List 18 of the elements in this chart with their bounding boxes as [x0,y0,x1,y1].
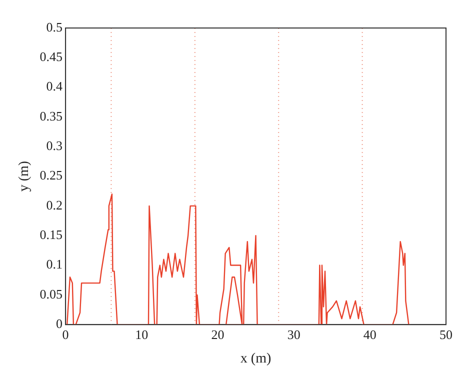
y-tick-label: 0.35 [40,108,63,124]
y-tick-label: 0.1 [46,256,63,272]
x-axis-title: x (m) [240,351,272,366]
x-tick-label: 40 [363,326,376,342]
y-tick-label: 0.3 [46,138,63,154]
y-tick-label: 0.25 [40,168,63,183]
y-tick-label: 0.4 [46,78,64,94]
y-tick-label: 0 [56,316,63,332]
y-tick-label: 0.2 [46,197,63,212]
y-tick-label: 0.15 [40,227,63,242]
y-tick-label: 0.05 [40,286,63,302]
x-tick-label: 30 [287,326,300,342]
x-tick-label: 20 [211,326,224,342]
y-tick-label: 0.45 [40,49,63,64]
y-tick-label: 0.5 [46,19,63,34]
y-axis-title: y (m) [17,160,32,192]
x-tick-label: 10 [135,326,148,342]
x-tick-label: 50 [440,326,452,342]
